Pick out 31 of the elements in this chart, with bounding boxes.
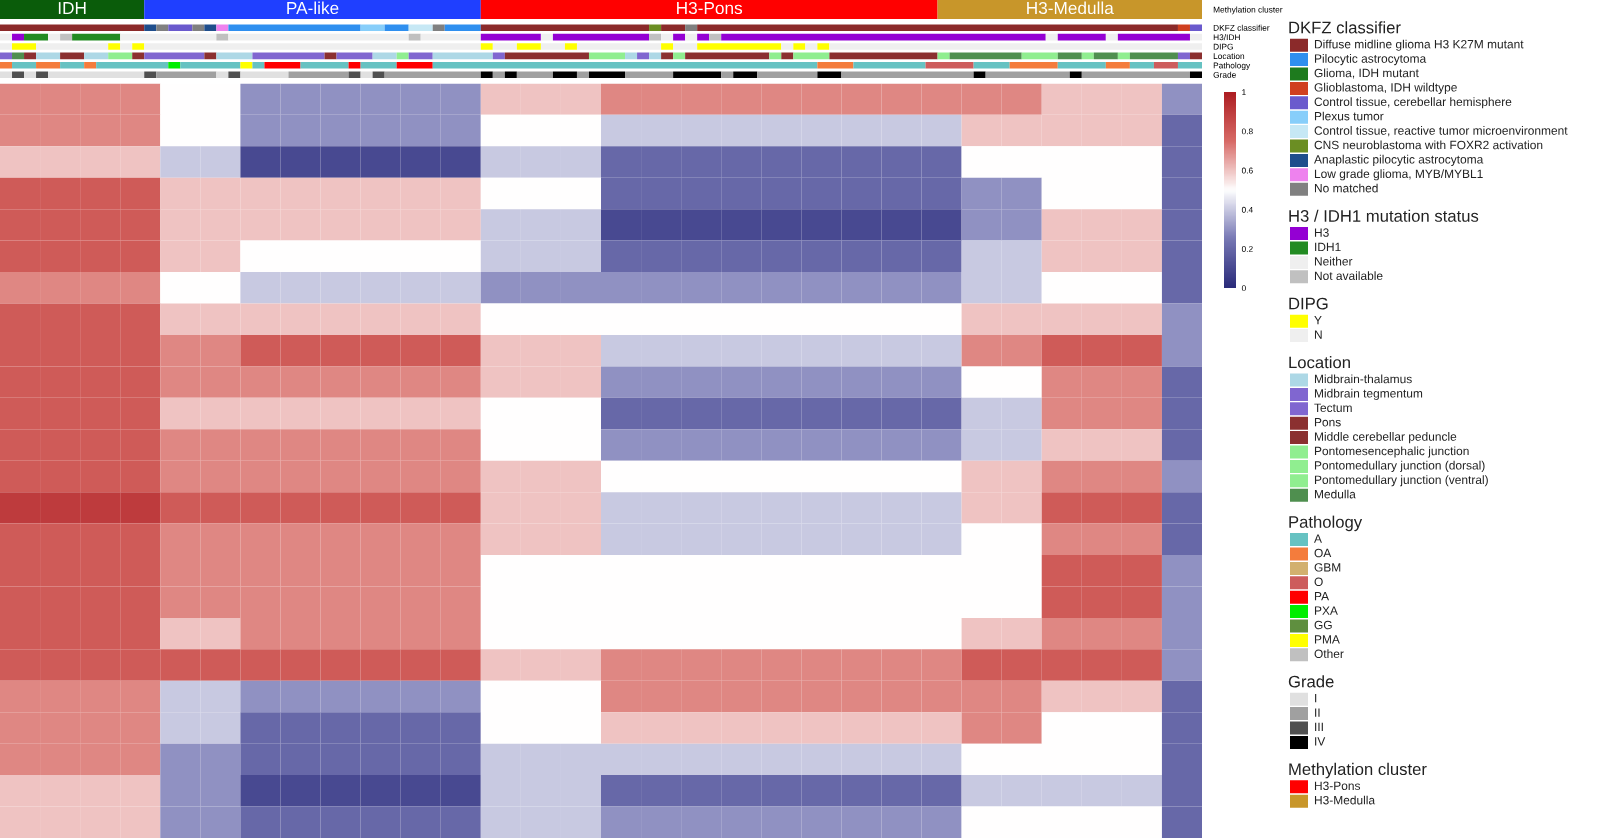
text: Grade bbox=[1288, 675, 1334, 688]
bar bbox=[168, 62, 181, 69]
bar bbox=[1093, 52, 1118, 60]
text: Methylation cluster bbox=[1289, 762, 1427, 779]
bar bbox=[1177, 52, 1190, 60]
bar bbox=[937, 0, 1202, 19]
bar bbox=[216, 24, 229, 31]
text: DIPG bbox=[1289, 297, 1328, 310]
annotation: H3-Medulla bbox=[1027, 1, 1114, 15]
annotation: H3-Pons bbox=[677, 1, 743, 15]
bar bbox=[1189, 52, 1202, 60]
text: H3 / IDH1 mutation status bbox=[1289, 209, 1479, 222]
annotation: IDH bbox=[58, 2, 86, 14]
bar bbox=[408, 24, 433, 31]
bar bbox=[1081, 52, 1094, 60]
bar bbox=[1117, 52, 1130, 60]
bar bbox=[649, 24, 662, 31]
bar bbox=[0, 0, 145, 19]
annotation: PA-like bbox=[287, 1, 339, 15]
bar bbox=[1057, 52, 1082, 60]
bar bbox=[1177, 24, 1190, 31]
bar bbox=[396, 62, 433, 69]
bar bbox=[144, 0, 481, 19]
text: DKFZ classifier bbox=[1289, 21, 1401, 34]
text: Location bbox=[1289, 356, 1350, 369]
bar bbox=[492, 43, 517, 50]
bar bbox=[360, 24, 385, 31]
bar bbox=[1129, 52, 1178, 60]
bar bbox=[576, 43, 662, 50]
bar bbox=[480, 0, 938, 19]
text: Pathology bbox=[1289, 515, 1363, 532]
